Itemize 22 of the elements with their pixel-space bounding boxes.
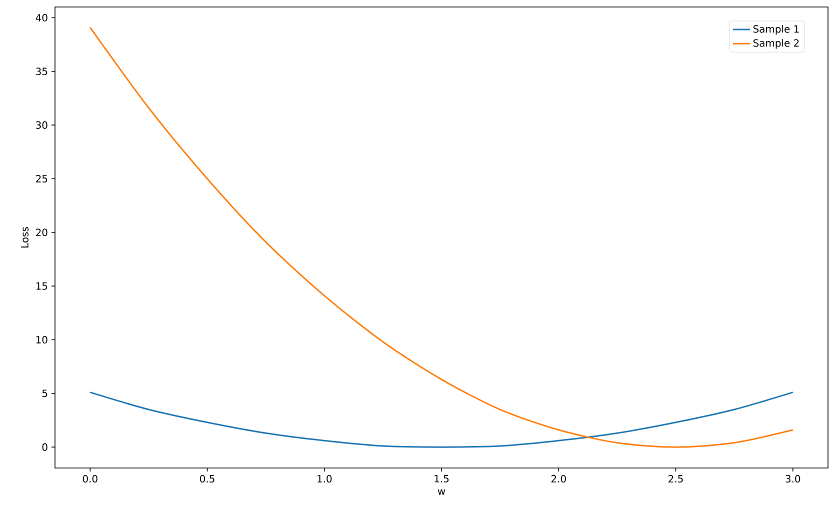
x-tick-label: 0.0 [82,474,98,483]
line-series [89,26,794,448]
y-tick-label: 30 [36,121,48,129]
y-tick-label: 15 [36,282,48,290]
y-axis-title: Loss [21,227,28,248]
legend-label: Sample 2 [753,39,799,49]
y-tick-label: 10 [36,336,48,344]
legend-label: Sample 1 [753,25,799,35]
x-tick-label: 0.5 [200,474,214,483]
y-tick-label: 20 [36,228,48,236]
y-tick-label: 35 [36,68,48,76]
x-tick-label: 2.5 [668,474,683,483]
y-tick-label: 25 [36,174,48,182]
x-axis-title: w [438,489,446,495]
x-tick-label: 3.0 [786,474,800,483]
y-tick-label: 40 [36,14,48,22]
y-tick-label: 5 [42,390,48,398]
line-series [89,392,794,448]
x-tick-label: 1.0 [318,474,332,483]
x-tick-label: 1.5 [434,475,449,482]
y-tick-label: 0 [42,443,48,451]
x-tick-label: 2.0 [551,474,566,483]
